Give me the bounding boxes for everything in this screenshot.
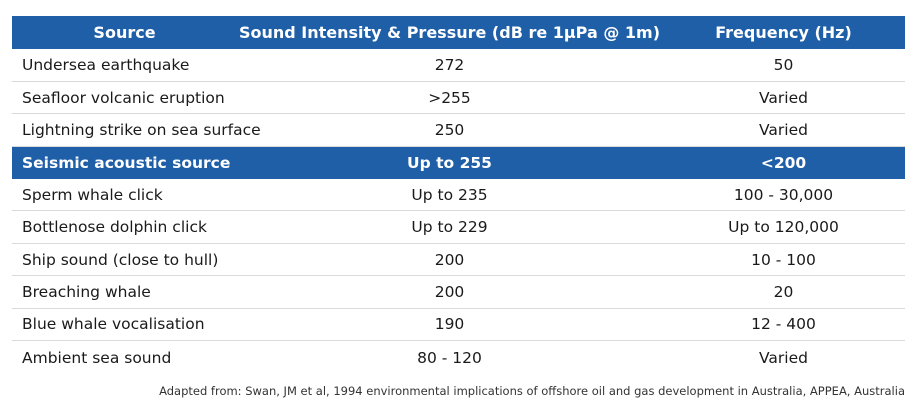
cell-source: Seismic acoustic source (22, 153, 231, 172)
cell-source: Lightning strike on sea surface (22, 120, 261, 139)
cell-intensity: >255 (428, 88, 471, 107)
cell-source: Sperm whale click (22, 185, 163, 204)
cell-intensity: 250 (434, 120, 465, 139)
cell-source: Breaching whale (22, 282, 151, 301)
table-row: Undersea earthquake 272 50 (12, 49, 905, 82)
table-header: Source Sound Intensity & Pressure (dB re… (12, 16, 905, 49)
cell-frequency: Up to 120,000 (728, 218, 839, 237)
cell-frequency: Varied (759, 349, 808, 368)
cell-source: Ship sound (close to hull) (22, 250, 219, 269)
cell-frequency: 12 - 400 (751, 315, 816, 334)
cell-source: Undersea earthquake (22, 55, 190, 74)
table-row-highlighted: Seismic acoustic source Up to 255 <200 (12, 146, 905, 179)
header-frequency: Frequency (Hz) (715, 23, 852, 42)
cell-intensity: 272 (434, 55, 465, 74)
table-row: Blue whale vocalisation 190 12 - 400 (12, 308, 905, 341)
header-source: Source (93, 23, 156, 42)
table-row: Breaching whale 200 20 (12, 276, 905, 309)
table-row: Ambient sea sound 80 - 120 Varied (12, 341, 905, 376)
cell-intensity: Up to 255 (407, 153, 492, 172)
sound-sources-table-container: Source Sound Intensity & Pressure (dB re… (12, 16, 905, 376)
cell-frequency: 50 (773, 55, 794, 74)
header-intensity: Sound Intensity & Pressure (dB re 1µPa @… (238, 23, 661, 42)
cell-frequency: Varied (759, 120, 808, 139)
cell-frequency: Varied (759, 88, 808, 107)
source-caption: Adapted from: Swan, JM et al, 1994 envir… (159, 384, 905, 398)
cell-frequency: 20 (773, 282, 794, 301)
cell-source: Seafloor volcanic eruption (22, 88, 225, 107)
cell-intensity: Up to 235 (411, 185, 488, 204)
table-row: Seafloor volcanic eruption >255 Varied (12, 81, 905, 114)
cell-source: Ambient sea sound (22, 349, 172, 368)
cell-intensity: 200 (434, 282, 465, 301)
cell-source: Bottlenose dolphin click (22, 218, 207, 237)
table-row: Lightning strike on sea surface 250 Vari… (12, 114, 905, 147)
cell-frequency: 10 - 100 (751, 250, 816, 269)
cell-frequency: 100 - 30,000 (733, 185, 834, 204)
cell-source: Blue whale vocalisation (22, 315, 205, 334)
table-body: Undersea earthquake 272 50 Seafloor volc… (12, 49, 905, 376)
cell-intensity: 200 (434, 250, 465, 269)
cell-intensity: Up to 229 (411, 218, 488, 237)
cell-frequency: <200 (760, 153, 807, 172)
cell-intensity: 80 - 120 (417, 349, 482, 368)
sound-sources-table: Source Sound Intensity & Pressure (dB re… (12, 16, 905, 376)
table-row: Ship sound (close to hull) 200 10 - 100 (12, 243, 905, 276)
cell-intensity: 190 (434, 315, 465, 334)
table-row: Bottlenose dolphin click Up to 229 Up to… (12, 211, 905, 244)
table-row: Sperm whale click Up to 235 100 - 30,000 (12, 179, 905, 211)
header-row: Source Sound Intensity & Pressure (dB re… (12, 16, 905, 49)
